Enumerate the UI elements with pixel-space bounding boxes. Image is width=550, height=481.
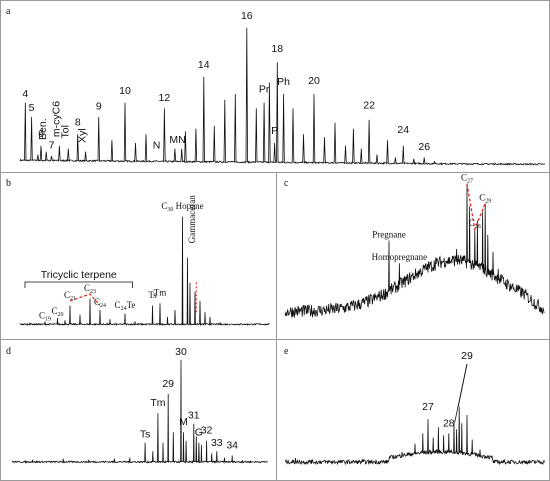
peak-label: Tm (150, 397, 165, 409)
peak-label: G (195, 427, 203, 439)
panel-label-c: c (284, 178, 289, 189)
peak-label: 18 (271, 43, 283, 55)
peak-label: 31 (188, 410, 200, 422)
peak-label: Tm (154, 288, 167, 298)
peak-label: 12 (159, 92, 171, 104)
peak-label: 30 (175, 346, 187, 358)
peak-label: C29 (479, 193, 491, 205)
leader-line (454, 363, 468, 424)
peak-label: C23 (84, 283, 96, 295)
peak-label: Ts (140, 429, 151, 441)
trace-line (284, 406, 545, 466)
peak-label: M (179, 416, 188, 428)
peak-label: P (271, 125, 278, 137)
peak-label: 29 (461, 350, 473, 362)
peak-label: 7 (49, 140, 55, 152)
peak-label: 10 (119, 85, 131, 97)
peak-label: Ts (148, 290, 157, 300)
peak-label: 28 (443, 417, 455, 429)
peak-label: C24 (94, 297, 106, 309)
peak-label: 16 (241, 10, 253, 22)
peak-label: C19 (39, 310, 51, 322)
group-label-tricyclic: Tricyclic terpene (41, 269, 117, 281)
peak-label: 20 (308, 75, 320, 87)
panel-label-b: b (6, 178, 11, 189)
peak-label: C24Te (115, 300, 136, 312)
trace-line (19, 27, 546, 166)
trend-line (69, 293, 101, 306)
peak-label: 34 (226, 439, 238, 451)
panel-label-d: d (6, 346, 11, 357)
peak-label: C30 Hopane (161, 201, 203, 213)
peak-label: 5 (29, 102, 35, 114)
trace-line (284, 183, 545, 318)
peak-label: C20 (51, 306, 63, 318)
peak-label: 22 (363, 99, 375, 111)
chromatogram-panel-e: 29 27 28 (284, 350, 545, 466)
peak-label: 29 (162, 378, 174, 390)
peak-label: m-cyC6 (50, 101, 62, 137)
peak-label: C21 (64, 290, 76, 302)
peak-label: Ben. (37, 118, 49, 140)
peak-label: 32 (201, 424, 213, 436)
peak-label: C27 (461, 173, 473, 185)
peak-label: N (153, 140, 161, 152)
peak-label: 27 (422, 401, 434, 413)
peak-label: 9 (96, 101, 102, 113)
peak-label: Xyl (77, 128, 89, 143)
panel-label-e: e (284, 346, 289, 357)
peak-label: 26 (418, 141, 430, 153)
peak-label: Homopregnane (372, 252, 427, 262)
peak-label: Pr (259, 83, 270, 95)
peak-label: MN (169, 134, 185, 146)
panel-label-a: a (6, 6, 11, 17)
peak-label: 14 (198, 59, 210, 71)
peak-label: Gammaceran (187, 195, 197, 243)
peak-label: 24 (397, 124, 409, 136)
peak-label: 4 (22, 88, 28, 100)
peak-label: Tol (59, 125, 71, 138)
peak-label: 8 (75, 117, 81, 129)
peak-label: 6 (38, 128, 44, 140)
peak-label: 33 (211, 437, 223, 449)
peak-label: Ph (277, 76, 290, 88)
peak-label: Pregnane (372, 229, 406, 239)
trace-line (11, 360, 268, 465)
trace-line (19, 216, 270, 327)
tricyclic-bracket (24, 281, 133, 288)
trend-line (466, 183, 486, 232)
